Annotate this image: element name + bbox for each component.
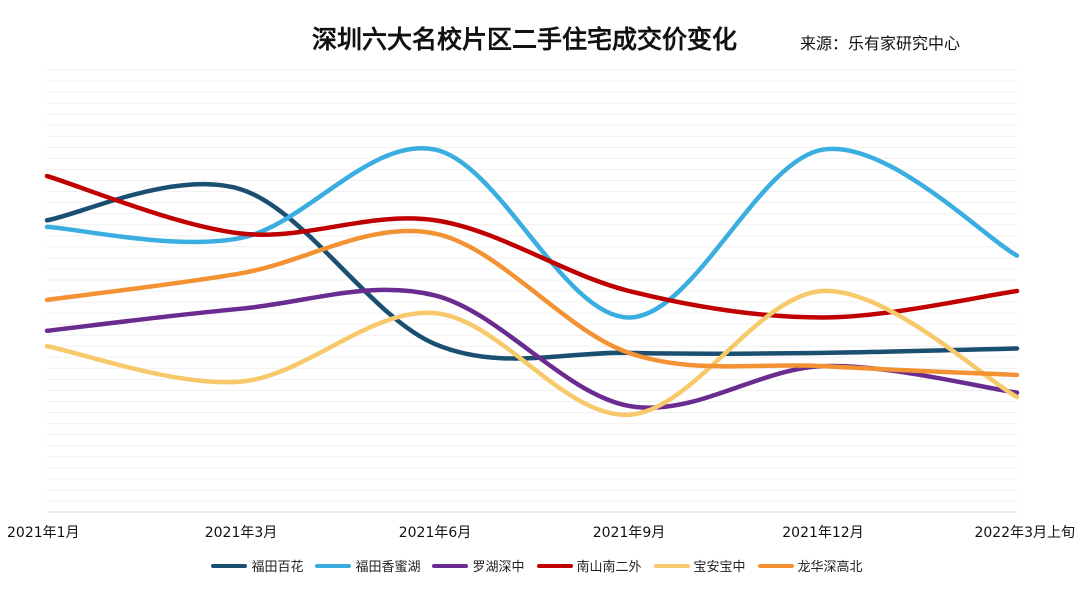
legend-swatch <box>432 563 469 568</box>
legend-swatch <box>653 563 690 568</box>
legend-label: 龙华深高北 <box>797 560 863 575</box>
series-line-0 <box>44 181 1020 361</box>
series-line-3 <box>44 173 1020 320</box>
series-line-4 <box>44 288 1020 418</box>
chart-source: 来源：乐有家研究中心 <box>800 34 961 53</box>
x-tick-label: 2021年3月 <box>205 525 278 541</box>
legend-item-0: 福田百花 <box>211 556 303 575</box>
series-lines <box>44 145 1020 418</box>
legend-swatch <box>757 563 794 568</box>
legend-label: 南山南二外 <box>576 560 642 575</box>
x-tick-label: 2021年12月 <box>782 525 863 541</box>
legend-label: 罗湖深中 <box>472 560 525 575</box>
legend-item-4: 宝安宝中 <box>653 556 746 575</box>
legend-swatch <box>211 563 248 568</box>
legend-item-1: 福田香蜜湖 <box>315 556 420 575</box>
legend: 福田百花 福田香蜜湖 罗湖深中 南山南二外 宝安宝中 龙华深高北 <box>0 556 1080 575</box>
gridlines <box>47 69 1017 513</box>
chart-title: 深圳六大名校片区二手住宅成交价变化 <box>312 25 738 54</box>
x-tick-label: 2021年6月 <box>399 525 472 541</box>
legend-label: 宝安宝中 <box>693 560 746 575</box>
legend-swatch <box>315 563 352 568</box>
legend-label: 福田百花 <box>251 560 304 575</box>
x-tick-label: 2022年3月上旬 <box>974 525 1075 541</box>
legend-item-5: 龙华深高北 <box>757 556 863 575</box>
x-tick-label: 2021年1月 <box>7 525 80 541</box>
legend-label: 福田香蜜湖 <box>355 560 421 575</box>
legend-item-3: 南山南二外 <box>536 556 642 575</box>
series-line-5 <box>44 228 1020 378</box>
x-axis-ticks: 2021年1月 2021年3月 2021年6月 2021年9月 2021年12月 2022… <box>7 525 1075 541</box>
x-tick-label: 2021年9月 <box>593 525 666 541</box>
legend-item-2: 罗湖深中 <box>432 556 525 575</box>
legend-swatch <box>536 563 573 568</box>
